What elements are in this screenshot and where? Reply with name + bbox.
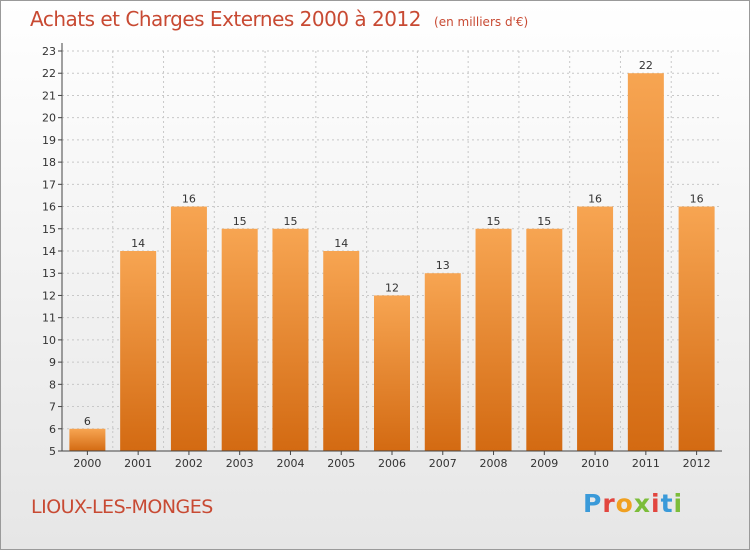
x-tick-label: 2006: [378, 457, 406, 470]
bar-value-label: 15: [233, 215, 247, 228]
brand-letter: t: [660, 489, 674, 518]
brand-letter: r: [602, 489, 616, 518]
y-tick-label: 11: [42, 312, 56, 325]
bar-value-label: 15: [487, 215, 501, 228]
y-tick-label: 20: [42, 112, 56, 125]
x-tick-label: 2002: [175, 457, 203, 470]
y-tick-label: 18: [42, 156, 56, 169]
x-tick-label: 2001: [124, 457, 152, 470]
x-tick-label: 2010: [581, 457, 609, 470]
bar-value-label: 15: [537, 215, 551, 228]
y-tick-label: 13: [42, 267, 56, 280]
bar-value-label: 6: [84, 415, 91, 428]
bar-value-label: 22: [639, 59, 653, 72]
bar-value-label: 16: [690, 193, 704, 206]
y-tick-label: 14: [42, 245, 56, 258]
x-tick-label: 2009: [530, 457, 558, 470]
bar-value-label: 14: [334, 237, 348, 250]
proxiti-logo: Proxiti: [583, 489, 683, 518]
bar: [475, 228, 512, 451]
brand-letter: i: [651, 489, 661, 518]
commune-name: LIOUX-LES-MONGES: [31, 496, 213, 518]
bar: [170, 206, 207, 451]
brand-letter: o: [615, 489, 634, 518]
y-tick-label: 22: [42, 67, 56, 80]
y-tick-label: 15: [42, 223, 56, 236]
y-tick-label: 8: [49, 378, 56, 391]
brand-letter: x: [633, 489, 651, 518]
chart-subtitle: (en milliers d'€): [434, 15, 529, 29]
bar: [526, 228, 563, 451]
y-tick-label: 7: [49, 401, 56, 414]
bar: [323, 251, 360, 451]
y-tick-label: 23: [42, 45, 56, 58]
y-tick-label: 9: [49, 356, 56, 369]
y-tick-label: 5: [49, 445, 56, 458]
chart-title: Achats et Charges Externes 2000 à 2012: [30, 7, 421, 31]
bar: [221, 228, 258, 451]
bar: [120, 251, 157, 451]
x-tick-label: 2003: [226, 457, 254, 470]
bar: [678, 206, 715, 451]
x-tick-label: 2012: [683, 457, 711, 470]
brand-letter: P: [583, 489, 603, 518]
y-tick-label: 16: [42, 201, 56, 214]
bar-value-label: 16: [182, 193, 196, 206]
y-tick-label: 10: [42, 334, 56, 347]
bar-value-label: 15: [283, 215, 297, 228]
bar-value-label: 13: [436, 259, 450, 272]
x-tick-label: 2004: [276, 457, 304, 470]
y-tick-label: 6: [49, 423, 56, 436]
bar-value-label: 16: [588, 193, 602, 206]
y-tick-label: 12: [42, 289, 56, 302]
bar: [69, 428, 106, 451]
title-row: Achats et Charges Externes 2000 à 2012 (…: [30, 7, 528, 31]
brand-letter: i: [673, 489, 684, 518]
bar-value-label: 12: [385, 281, 399, 294]
x-tick-label: 2008: [480, 457, 508, 470]
x-tick-label: 2000: [73, 457, 101, 470]
bar: [424, 273, 461, 451]
bar: [374, 295, 410, 451]
bar: [272, 228, 309, 451]
bar-value-label: 14: [131, 237, 145, 250]
bar: [627, 73, 664, 451]
bar: [577, 206, 614, 451]
y-tick-label: 17: [42, 178, 56, 191]
y-tick-label: 19: [42, 134, 56, 147]
x-tick-label: 2011: [632, 457, 660, 470]
y-tick-label: 21: [42, 89, 56, 102]
x-tick-label: 2007: [429, 457, 457, 470]
x-tick-label: 2005: [327, 457, 355, 470]
